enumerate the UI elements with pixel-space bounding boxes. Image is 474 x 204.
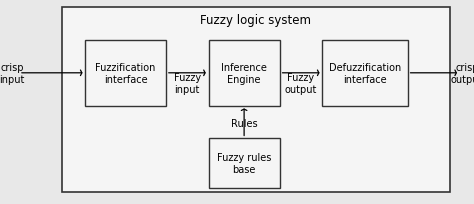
- Text: Fuzzy rules
base: Fuzzy rules base: [217, 152, 271, 174]
- Text: crisp
input: crisp input: [0, 63, 25, 84]
- Text: Fuzzy
output: Fuzzy output: [285, 73, 317, 94]
- Text: Defuzzification
interface: Defuzzification interface: [329, 63, 401, 84]
- Bar: [322, 41, 408, 106]
- Bar: [62, 8, 450, 192]
- Bar: [209, 139, 280, 188]
- Text: Fuzzy
input: Fuzzy input: [173, 73, 201, 94]
- Bar: [209, 41, 280, 106]
- Text: Rules: Rules: [231, 119, 257, 128]
- Text: Inference
Engine: Inference Engine: [221, 63, 267, 84]
- Bar: [85, 41, 166, 106]
- Text: crisp
output: crisp output: [451, 63, 474, 84]
- Text: Fuzzification
interface: Fuzzification interface: [95, 63, 156, 84]
- Text: Fuzzy logic system: Fuzzy logic system: [201, 14, 311, 27]
